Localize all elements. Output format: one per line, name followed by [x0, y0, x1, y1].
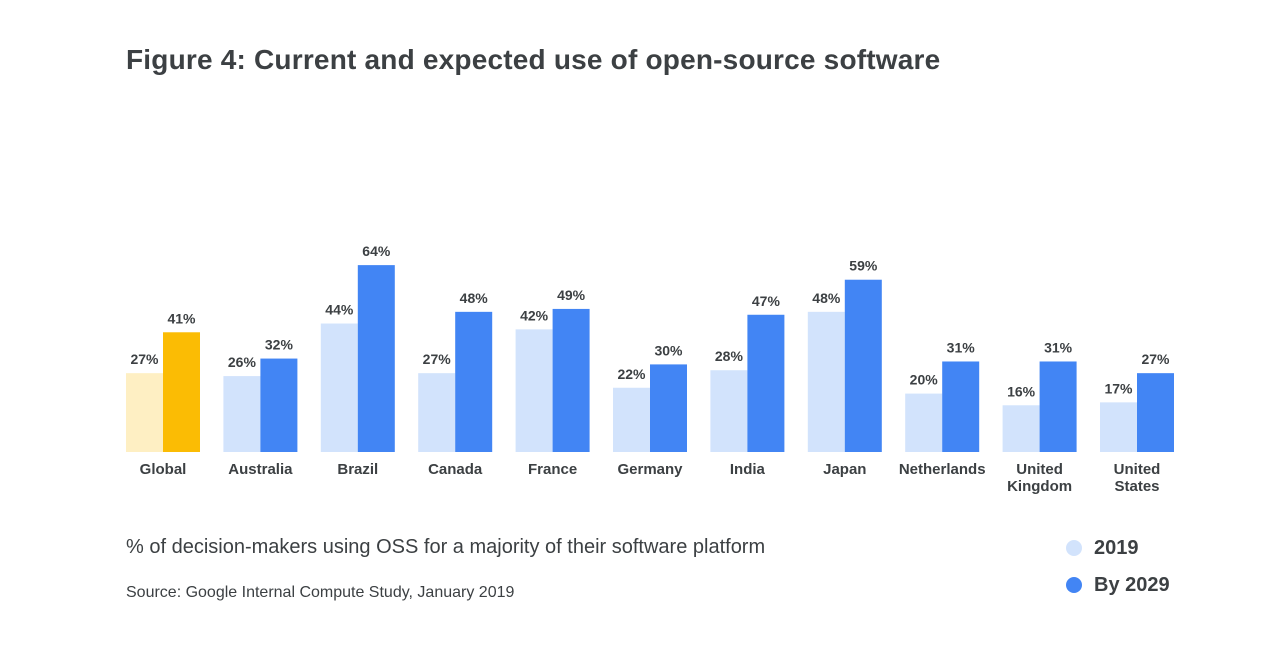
data-label-2019: 27%	[423, 351, 452, 367]
legend-label-2029: By 2029	[1094, 573, 1170, 596]
data-label-2029: 64%	[362, 243, 391, 259]
legend-item-2029: By 2029	[1066, 572, 1170, 598]
data-label-2029: 48%	[460, 290, 489, 306]
chart-title: Figure 4: Current and expected use of op…	[126, 44, 941, 75]
legend-item-2019: 2019	[1066, 535, 1170, 561]
bar-2019	[905, 393, 943, 452]
bar-2029	[1039, 361, 1077, 452]
data-label-2019: 27%	[130, 351, 159, 367]
data-label-2029: 27%	[1141, 351, 1170, 367]
chart-subtitle: % of decision-makers using OSS for a maj…	[126, 536, 766, 558]
data-label-2019: 26%	[228, 354, 257, 370]
data-label-2019: 28%	[715, 348, 744, 364]
category-label: Australia	[228, 461, 293, 478]
legend-swatch-2029	[1066, 577, 1082, 593]
data-label-2029: 31%	[1044, 339, 1073, 355]
data-label-2029: 31%	[947, 339, 976, 355]
bar-2019	[320, 323, 358, 452]
category-label: Netherlands	[899, 461, 986, 478]
bar-2029	[260, 358, 298, 452]
category-label: Brazil	[337, 461, 378, 478]
bar-2019	[1002, 405, 1040, 452]
bar-2019	[807, 311, 845, 452]
data-label-2029: 47%	[752, 293, 781, 309]
bar-2029	[747, 314, 785, 452]
data-label-2029: 59%	[849, 258, 878, 274]
bar-2019	[126, 373, 163, 452]
legend-swatch-2019	[1066, 540, 1082, 556]
bar-2019	[418, 373, 456, 452]
chart-legend: 2019 By 2029	[1066, 535, 1170, 609]
data-label-2019: 42%	[520, 307, 549, 323]
data-label-2019: 17%	[1104, 380, 1133, 396]
category-label: Japan	[823, 461, 866, 478]
category-label: Global	[140, 461, 187, 478]
chart-source: Source: Google Internal Compute Study, J…	[126, 584, 515, 601]
bar-2029	[357, 265, 395, 452]
category-label: United	[1016, 461, 1063, 478]
category-label: States	[1114, 478, 1159, 495]
category-label: Canada	[428, 461, 483, 478]
bar-2029	[552, 308, 590, 452]
data-label-2019: 16%	[1007, 383, 1036, 399]
legend-label-2019: 2019	[1094, 536, 1139, 559]
category-label: Germany	[617, 461, 683, 478]
category-label: Kingdom	[1007, 478, 1072, 495]
bar-2019	[223, 376, 261, 452]
data-label-2019: 20%	[910, 372, 939, 388]
category-label: India	[730, 461, 766, 478]
category-label: France	[528, 461, 577, 478]
category-label: United	[1114, 461, 1161, 478]
data-label-2019: 22%	[617, 366, 646, 382]
bar-2029	[1137, 373, 1174, 452]
bar-2019	[1100, 402, 1137, 452]
data-label-2029: 32%	[265, 337, 294, 353]
bar-2029	[163, 332, 200, 452]
bar-chart: 27% 41% Global 26% 32% Australia 44% 64% Brazil 2…	[126, 243, 1174, 495]
bar-2029	[942, 361, 980, 452]
bar-2019	[613, 387, 650, 452]
bar-2019	[515, 329, 553, 452]
data-label-2019: 44%	[325, 302, 354, 318]
bar-2029	[844, 279, 882, 452]
data-label-2029: 41%	[167, 310, 196, 326]
bar-2029	[455, 311, 493, 452]
bar-2019	[710, 370, 748, 452]
data-label-2019: 48%	[812, 290, 841, 306]
bar-2029	[650, 364, 687, 452]
data-label-2029: 30%	[654, 342, 683, 358]
data-label-2029: 49%	[557, 287, 586, 303]
